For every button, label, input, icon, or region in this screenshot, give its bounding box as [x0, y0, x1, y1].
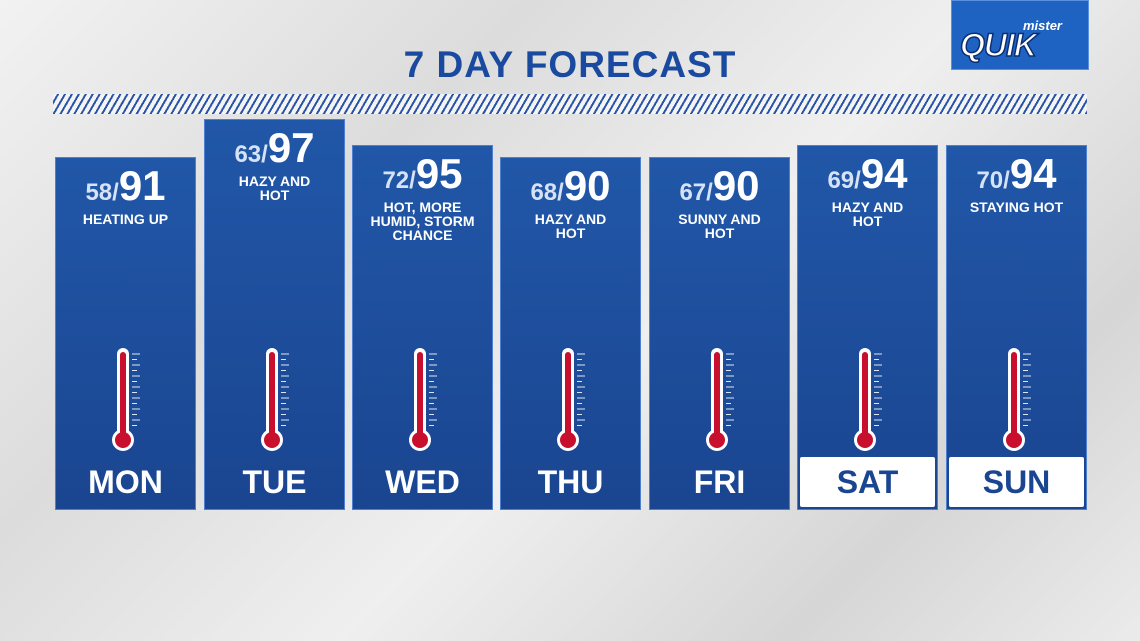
day-name: THU	[537, 464, 604, 500]
temperatures: 67/90	[650, 162, 789, 210]
description: HAZY AND HOT	[798, 200, 937, 228]
temperatures: 69/94	[798, 150, 937, 198]
high-temp: 91	[118, 162, 166, 209]
high-temp: 90	[712, 162, 760, 209]
hatch-band	[53, 94, 1087, 114]
thermometer-icon	[557, 348, 585, 451]
day-name: TUE	[242, 464, 307, 500]
description-line: CHANCE	[392, 227, 453, 243]
description-line: HOT	[259, 187, 290, 203]
separator: /	[706, 179, 713, 206]
description-line: HOT, MORE	[383, 199, 462, 215]
high-temp: 94	[1009, 150, 1057, 197]
day-name: SAT	[800, 457, 935, 507]
low-temp: 67	[679, 179, 707, 206]
separator: /	[261, 141, 268, 168]
high-temp: 97	[267, 124, 315, 171]
logo: mister QUIK	[951, 0, 1089, 70]
day-card: 67/90 SUNNY AND HOT FRI	[649, 157, 790, 510]
temperatures: 58/91	[56, 162, 195, 210]
thermometer-icon	[854, 348, 882, 451]
description-line: SUNNY AND	[678, 211, 761, 227]
separator: /	[409, 167, 416, 194]
day-card: 70/94 STAYING HOT SUN	[946, 145, 1087, 510]
low-temp: 70	[976, 167, 1004, 194]
day-card: 69/94 HAZY AND HOT SAT	[797, 145, 938, 510]
thermometer-icon	[112, 348, 140, 451]
description-line: HUMID, STORM	[370, 213, 475, 229]
logo-main: QUIK	[959, 26, 1038, 64]
separator: /	[557, 179, 564, 206]
temperatures: 68/90	[501, 162, 640, 210]
description-line: STAYING HOT	[969, 199, 1064, 215]
description-line: HAZY AND	[238, 173, 311, 189]
low-temp: 58	[85, 179, 113, 206]
description-line: HOT	[852, 213, 883, 229]
separator: /	[112, 179, 119, 206]
day-card: 63/97 HAZY AND HOT TUE	[204, 119, 345, 510]
low-temp: 68	[530, 179, 558, 206]
description-line: HOT	[555, 225, 586, 241]
description: HEATING UP	[56, 212, 195, 226]
description: HOT, MORE HUMID, STORM CHANCE	[353, 200, 492, 242]
high-temp: 94	[860, 150, 908, 197]
thermometer-icon	[261, 348, 289, 451]
title: 7 DAY FORECAST	[403, 44, 737, 85]
high-temp: 90	[563, 162, 611, 209]
low-temp: 72	[382, 167, 410, 194]
description-line: HOT	[704, 225, 735, 241]
description: HAZY AND HOT	[501, 212, 640, 240]
separator: /	[1003, 167, 1010, 194]
temperatures: 70/94	[947, 150, 1086, 198]
high-temp: 95	[415, 150, 463, 197]
day-name: WED	[385, 464, 460, 500]
day-name: MON	[88, 464, 163, 500]
low-temp: 69	[827, 167, 855, 194]
day-card: 72/95 HOT, MORE HUMID, STORM CHANCE WED	[352, 145, 493, 510]
separator: /	[854, 167, 861, 194]
day-name: FRI	[693, 464, 746, 500]
description-line: HEATING UP	[82, 211, 169, 227]
description-line: HAZY AND	[534, 211, 607, 227]
description: HAZY AND HOT	[205, 174, 344, 202]
temperatures: 72/95	[353, 150, 492, 198]
thermometer-icon	[409, 348, 437, 451]
low-temp: 63	[234, 141, 262, 168]
description: SUNNY AND HOT	[650, 212, 789, 240]
description: STAYING HOT	[947, 200, 1086, 214]
thermometer-icon	[706, 348, 734, 451]
day-name: SUN	[949, 457, 1084, 507]
temperatures: 63/97	[205, 124, 344, 172]
day-card: 58/91 HEATING UP MON	[55, 157, 196, 510]
description-line: HAZY AND	[831, 199, 904, 215]
thermometer-icon	[1003, 348, 1031, 451]
logo-small: mister	[1022, 18, 1062, 33]
day-card: 68/90 HAZY AND HOT THU	[500, 157, 641, 510]
